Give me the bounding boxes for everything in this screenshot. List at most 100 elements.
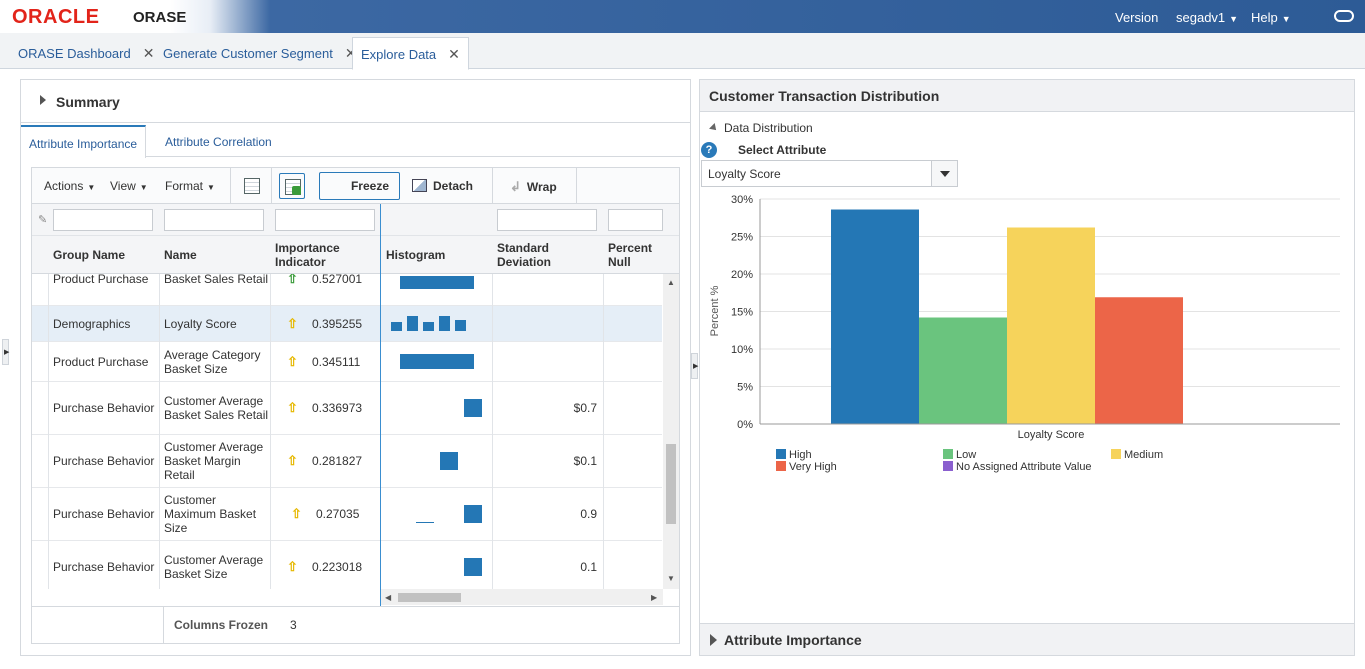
cell-percent-null [603, 342, 662, 381]
tab-attribute-importance[interactable]: Attribute Importance [21, 125, 147, 158]
column-header-name[interactable]: Name [164, 248, 197, 262]
column-header-std-dev[interactable]: Standard Deviation [497, 241, 552, 269]
filter-input-stddev[interactable] [497, 209, 597, 231]
cell-importance: ⇧ 0.395255 [287, 315, 363, 331]
dropdown-arrow-icon[interactable] [931, 161, 957, 186]
view-label: View [110, 179, 136, 193]
scroll-down-icon[interactable]: ▼ [667, 574, 675, 583]
vertical-scrollbar[interactable]: ▲ ▼ [663, 274, 679, 589]
view-menu[interactable]: View ▼ [110, 179, 148, 193]
chevron-down-icon: ▼ [87, 183, 96, 192]
wrap-label: Wrap [526, 180, 557, 194]
wrap-button[interactable]: ↲ Wrap [510, 179, 557, 195]
center-splitter-handle[interactable]: ▶ [691, 353, 698, 379]
left-splitter-handle[interactable]: ▶ [2, 339, 9, 365]
attribute-importance-title: Attribute Importance [724, 632, 862, 648]
table-row[interactable]: Purchase Behavior Customer Average Baske… [32, 541, 662, 589]
filter-input-importance[interactable] [275, 209, 375, 231]
frozen-column-divider [380, 204, 381, 606]
table-row[interactable]: Purchase Behavior Customer Average Baske… [32, 435, 662, 488]
close-icon[interactable]: ✕ [448, 46, 460, 62]
filter-input-group[interactable] [53, 209, 153, 231]
vertical-scroll-thumb[interactable] [666, 444, 676, 524]
histogram-bar [423, 322, 434, 331]
tab-generate-customer-segment[interactable]: Generate Customer Segment ✕ [155, 37, 365, 69]
panel-title: Customer Transaction Distribution [709, 88, 940, 104]
cell-histogram [381, 274, 492, 305]
attribute-select[interactable]: Loyalty Score [701, 160, 958, 187]
tab-attribute-correlation[interactable]: Attribute Correlation [165, 135, 272, 149]
format-menu[interactable]: Format ▼ [165, 179, 215, 193]
column-header-group-name[interactable]: Group Name [53, 248, 126, 262]
version-link[interactable]: Version [1115, 10, 1159, 25]
table-row[interactable]: Purchase Behavior Customer Maximum Baske… [32, 488, 662, 541]
collapse-triangle-icon[interactable] [709, 123, 719, 133]
cell-std-dev [492, 274, 603, 305]
arrow-up-yellow-icon: ⇧ [287, 453, 298, 468]
legend-label: High [789, 449, 812, 461]
column-divider [270, 274, 271, 589]
column-header-histogram[interactable]: Histogram [386, 248, 446, 262]
histogram-bar [416, 522, 434, 523]
attribute-importance-section[interactable]: Attribute Importance [700, 623, 1354, 655]
cell-histogram [381, 435, 492, 487]
logout-icon[interactable] [1334, 10, 1354, 22]
horizontal-scrollbar[interactable]: ◀ ▶ [381, 589, 663, 605]
tab-explore-data[interactable]: Explore Data ✕ [352, 37, 469, 70]
user-menu[interactable]: segadv1 ▼ [1176, 10, 1238, 25]
bar-high[interactable] [831, 209, 919, 425]
bar-very-high[interactable] [1095, 297, 1183, 424]
table-row[interactable]: Product Purchase Average Category Basket… [32, 342, 662, 382]
select-attribute-label: Select Attribute [738, 143, 827, 157]
bar-medium[interactable] [1007, 227, 1095, 425]
table-row[interactable]: Product Purchase Basket Sales Retail ⇧ 0.… [32, 274, 662, 306]
column-header-percent-null[interactable]: Percent Null [608, 241, 653, 269]
cell-name: Customer Average Basket Size [164, 553, 264, 581]
expand-triangle-icon[interactable] [710, 634, 717, 646]
expand-triangle-icon[interactable] [40, 95, 46, 105]
close-icon[interactable]: ✕ [344, 45, 357, 61]
arrow-up-yellow-icon: ⇧ [287, 400, 298, 415]
x-axis-label: Loyalty Score [1018, 429, 1085, 441]
tab-orase-dashboard[interactable]: ORASE Dashboard ✕ [10, 37, 162, 69]
detach-button[interactable]: Detach [412, 179, 473, 193]
summary-header[interactable]: Summary [21, 80, 690, 123]
tab-label: Generate Customer Segment [163, 46, 333, 61]
export-button[interactable] [239, 173, 265, 199]
column-header-importance[interactable]: Importance Indicator [275, 241, 340, 269]
cell-name: Customer Average Basket Sales Retail [164, 394, 269, 422]
chevron-down-icon: ▼ [1229, 14, 1239, 24]
legend-label: Low [956, 449, 976, 461]
table-row-selected[interactable]: Demographics Loyalty Score ⇧ 0.395255 [32, 306, 662, 342]
actions-menu[interactable]: Actions ▼ [44, 179, 95, 193]
cell-histogram [381, 488, 492, 540]
toolbar-divider [271, 168, 272, 204]
filter-input-name[interactable] [164, 209, 264, 231]
y-tick-label: 25% [731, 232, 753, 244]
scroll-right-icon[interactable]: ▶ [651, 593, 658, 602]
cell-importance: ⇧ 0.345111 [287, 353, 361, 369]
column-divider [48, 274, 49, 589]
close-icon[interactable]: ✕ [142, 45, 155, 61]
data-distribution-header[interactable]: Data Distribution [724, 121, 813, 135]
horizontal-scroll-thumb[interactable] [398, 593, 461, 602]
legend-swatch [776, 461, 786, 471]
legend-swatch [943, 461, 953, 471]
scroll-left-icon[interactable]: ◀ [385, 593, 392, 602]
app-name: ORASE [133, 9, 187, 26]
attribute-select-value: Loyalty Score [708, 167, 781, 181]
cell-name: Customer Average Basket Margin Retail [164, 440, 264, 482]
cell-name: Customer Maximum Basket Size [164, 493, 257, 535]
freeze-button[interactable]: Freeze [319, 172, 400, 200]
bar-low[interactable] [919, 317, 1007, 425]
table-row[interactable]: Purchase Behavior Customer Average Baske… [32, 382, 662, 435]
scroll-up-icon[interactable]: ▲ [667, 278, 675, 287]
filter-input-percent-null[interactable] [608, 209, 663, 231]
cell-percent-null [603, 435, 662, 487]
distribution-chart: 0% 5% 10% 15% 20% 25% 30% Percent % Loyalty Sc… [709, 194, 1340, 473]
help-icon[interactable]: ? [701, 142, 717, 158]
help-menu[interactable]: Help ▼ [1251, 10, 1291, 25]
legend-label: Very High [789, 461, 837, 473]
columns-frozen-label: Columns Frozen [174, 618, 269, 632]
query-by-example-button[interactable] [279, 173, 305, 199]
